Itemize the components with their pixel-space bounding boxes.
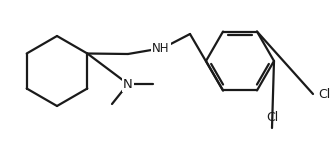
Text: NH: NH bbox=[152, 41, 170, 54]
Text: N: N bbox=[123, 78, 133, 90]
Text: Cl: Cl bbox=[266, 111, 278, 124]
Text: Cl: Cl bbox=[318, 88, 330, 100]
